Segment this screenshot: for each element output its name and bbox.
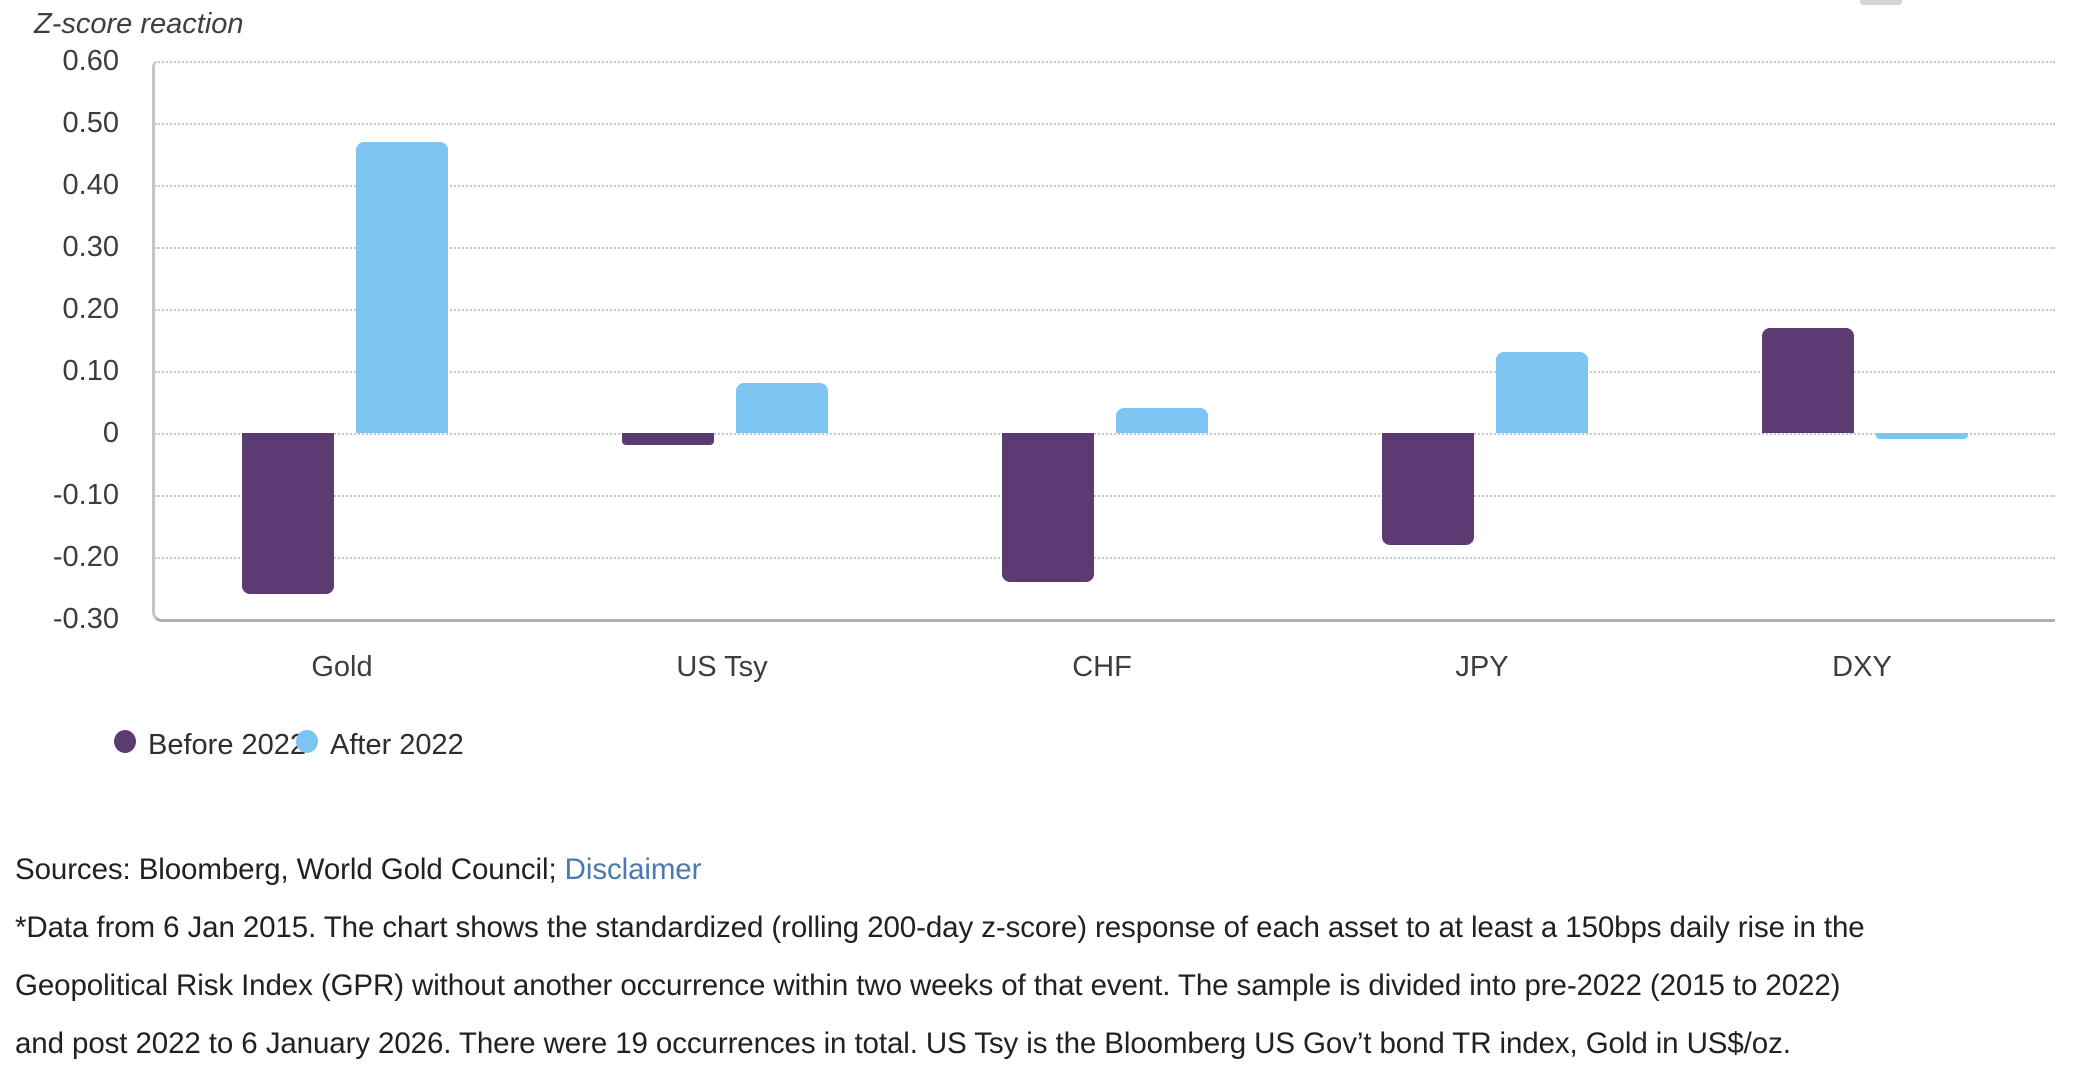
y-tick-label: -0.20 [52, 541, 119, 573]
x-axis-label-us-tsy: US Tsy [676, 651, 768, 683]
bar-gold-before-2022 [242, 433, 334, 594]
legend-label-before-2022: Before 2022 [148, 729, 307, 761]
gridline [155, 123, 2055, 125]
sources-text: Sources: Bloomberg, World Gold Council; [15, 853, 565, 886]
y-tick-label: 0 [102, 417, 119, 449]
disclaimer-link[interactable]: Disclaimer [564, 853, 702, 886]
y-tick-label: 0.60 [62, 45, 119, 77]
x-axis-label-dxy: DXY [1832, 651, 1892, 683]
gridline [155, 557, 2055, 559]
sources-line: Sources: Bloomberg, World Gold Council; … [15, 841, 2065, 899]
chart-title: Z-score reaction [34, 8, 244, 40]
gridline [155, 309, 2055, 311]
legend-dot-icon [114, 730, 136, 753]
bar-chf-before-2022 [1002, 433, 1094, 582]
bar-dxy-before-2022 [1762, 328, 1854, 433]
y-tick-label: 0.10 [62, 355, 119, 387]
gridline [155, 185, 2055, 187]
gridline [155, 61, 2055, 63]
gridline [155, 495, 2055, 497]
gridline [155, 433, 2055, 435]
y-tick-label: 0.30 [62, 231, 119, 263]
legend-label-after-2022: After 2022 [330, 729, 464, 761]
y-tick-label: 0.40 [62, 169, 119, 201]
bar-dxy-after-2022 [1876, 433, 1968, 439]
legend-dot-icon [296, 730, 318, 753]
bar-us-tsy-before-2022 [622, 433, 714, 445]
bar-jpy-after-2022 [1496, 352, 1588, 433]
x-axis-label-chf: CHF [1072, 651, 1132, 683]
footnote-line: *Data from 6 Jan 2015. The chart shows t… [15, 911, 1865, 944]
y-tick-label: 0.20 [62, 293, 119, 325]
y-tick-label: 0.50 [62, 107, 119, 139]
gridline [155, 247, 2055, 249]
bar-jpy-before-2022 [1382, 433, 1474, 545]
bar-gold-after-2022 [356, 142, 448, 433]
plot-area [152, 61, 2055, 622]
x-axis-label-gold: Gold [311, 651, 373, 683]
bar-us-tsy-after-2022 [736, 383, 828, 433]
footer: Sources: Bloomberg, World Gold Council; … [15, 841, 2065, 1073]
x-axis-label-jpy: JPY [1455, 651, 1509, 683]
footnote-line: Geopolitical Risk Index (GPR) without an… [15, 969, 1841, 1002]
footnote-line: and post 2022 to 6 January 2026. There w… [15, 1027, 1791, 1060]
y-tick-label: -0.30 [52, 603, 119, 635]
cropped-ui-artifact [1860, 0, 1902, 5]
y-tick-label: -0.10 [52, 479, 119, 511]
bar-chf-after-2022 [1116, 408, 1208, 433]
gridline [155, 371, 2055, 373]
